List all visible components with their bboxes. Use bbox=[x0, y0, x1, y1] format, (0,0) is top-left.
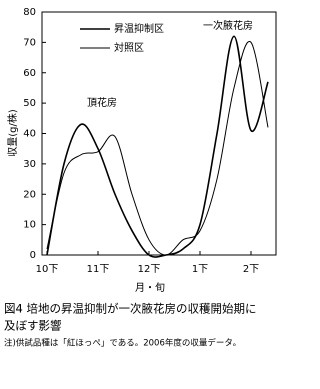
y-tick-label: 50 bbox=[23, 98, 36, 109]
y-tick-label: 80 bbox=[23, 7, 36, 18]
y-tick-label: 40 bbox=[23, 129, 36, 140]
chart: 収量(g/株) 月・旬 頂花房 一次腋花房 図4 培地の昇温抑制が一次腋花房の収… bbox=[4, 7, 277, 349]
x-tick-label: 12下 bbox=[138, 264, 161, 275]
annotation: 頂花房 bbox=[87, 96, 117, 109]
y-tick-label: 10 bbox=[23, 220, 36, 231]
x-axis-label: 月・旬 bbox=[135, 281, 165, 294]
line bbox=[46, 35, 269, 258]
caption: 及ぼす影響 bbox=[4, 319, 62, 333]
x-tick-label: 1下 bbox=[192, 264, 208, 275]
caption: 図4 培地の昇温抑制が一次腋花房の収穫開始期に bbox=[4, 302, 256, 316]
x-tick-label: 11下 bbox=[87, 264, 110, 275]
y-axis-label: 収量(g/株) bbox=[6, 109, 19, 157]
y-tick-label: 60 bbox=[23, 68, 36, 79]
plot-frame bbox=[41, 11, 277, 256]
y-tick-label: 20 bbox=[23, 189, 36, 200]
y-tick-label: 30 bbox=[23, 159, 36, 170]
y-tick-label: 70 bbox=[23, 37, 36, 48]
y-tick-label: 0 bbox=[30, 250, 36, 261]
x-tick-label: 10下 bbox=[36, 264, 59, 275]
note: 注)供試品種は「紅ほっぺ」である。2006年度の収量データ。 bbox=[4, 338, 241, 349]
legend-label: 対照区 bbox=[114, 41, 144, 54]
x-tick-label: 2下 bbox=[243, 264, 259, 275]
annotation: 一次腋花房 bbox=[203, 19, 253, 32]
legend-label: 昇温抑制区 bbox=[114, 22, 164, 35]
line bbox=[46, 41, 269, 256]
